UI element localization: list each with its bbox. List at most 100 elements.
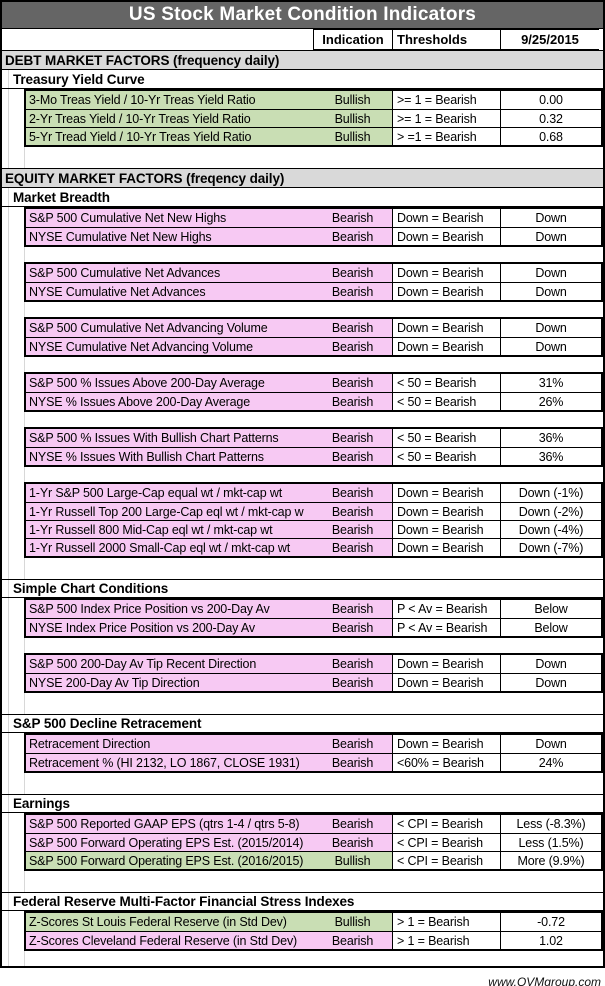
row-colored-area: S&P 500 % Issues Above 200-Day Average Be… (26, 374, 392, 392)
threshold-cell: >= 1 = Bearish (392, 91, 500, 109)
indication-cell: Bearish (331, 737, 374, 751)
threshold-cell: > =1 = Bearish (392, 128, 500, 145)
row-colored-area: S&P 500 Index Price Position vs 200-Day … (26, 600, 392, 618)
indicator-name-cell: S&P 500 Forward Operating EPS Est. (2016… (29, 853, 304, 868)
row-colored-area: NYSE Cumulative Net Advancing Volume Bear… (26, 338, 392, 355)
threshold-cell: Down = Bearish (392, 319, 500, 337)
threshold-cell: < 50 = Bearish (392, 393, 500, 410)
row-colored-area: 3-Mo Treas Yield / 10-Yr Treas Yield Rat… (26, 91, 392, 109)
indicator-name-cell: NYSE Cumulative Net Advances (29, 284, 206, 299)
table-row: Retracement % (HI 2132, LO 1867, CLOSE 1… (26, 753, 601, 771)
threshold-cell: <60% = Bearish (392, 754, 500, 771)
value-cell: 1.02 (500, 932, 601, 949)
indicator-name-cell: S&P 500 Cumulative Net Advances (29, 266, 221, 280)
table-row: S&P 500 200-Day Av Tip Recent Direction B… (26, 655, 601, 673)
indication-cell: Bearish (331, 376, 374, 390)
indicator-group: S&P 500 Cumulative Net Advances Bearish Do… (24, 262, 603, 302)
indicator-name-cell: 2-Yr Treas Yield / 10-Yr Treas Yield Rat… (29, 111, 251, 126)
subsection-header: Federal Reserve Multi-Factor Financial S… (2, 892, 603, 911)
value-cell: 24% (500, 754, 601, 771)
row-colored-area: Z-Scores Cleveland Federal Reserve (in S… (26, 932, 392, 949)
spacer-row (2, 871, 603, 892)
row-colored-area: S&P 500 Cumulative Net Advances Bearish (26, 264, 392, 282)
value-cell: Down (500, 655, 601, 673)
threshold-cell: Down = Bearish (392, 655, 500, 673)
row-colored-area: 1-Yr Russell 2000 Small-Cap eql wt / mkt… (26, 539, 392, 556)
row-colored-area: S&P 500 Reported GAAP EPS (qtrs 1-4 / qt… (26, 815, 392, 833)
value-cell: Down (500, 735, 601, 753)
column-header-thresholds: Thresholds (392, 29, 501, 50)
row-colored-area: S&P 500 Cumulative Net New Highs Bearish (26, 209, 392, 227)
indication-cell: Bearish (331, 449, 374, 464)
rows-host: DEBT MARKET FACTORS (frequency daily) Tre… (2, 50, 603, 966)
value-cell: Down (-4%) (500, 521, 601, 538)
indicator-name-cell: NYSE 200-Day Av Tip Direction (29, 675, 200, 690)
spacer-row (2, 951, 603, 966)
indicator-name-cell: S&P 500 200-Day Av Tip Recent Direction (29, 657, 257, 671)
table-row: S&P 500 Cumulative Net Advances Bearish Do… (26, 264, 601, 282)
indication-cell: Bearish (331, 339, 374, 354)
table-row: NYSE Cumulative Net Advances Bearish Down … (26, 282, 601, 300)
indicator-name-cell: Z-Scores Cleveland Federal Reserve (in S… (29, 933, 298, 948)
row-colored-area: 1-Yr S&P 500 Large-Cap equal wt / mkt-ca… (26, 484, 392, 502)
indication-cell: Bullish (334, 853, 371, 868)
indication-cell: Bullish (334, 915, 371, 929)
table-row: Z-Scores St Louis Federal Reserve (in St… (26, 913, 601, 931)
threshold-cell: Down = Bearish (392, 264, 500, 282)
row-colored-area: NYSE Index Price Position vs 200-Day Av B… (26, 619, 392, 636)
value-cell: Down (500, 264, 601, 282)
threshold-cell: < CPI = Bearish (392, 852, 500, 869)
threshold-cell: P < Av = Bearish (392, 600, 500, 618)
row-colored-area: 1-Yr Russell Top 200 Large-Cap eql wt / … (26, 503, 392, 520)
indicator-name-cell: NYSE % Issues Above 200-Day Average (29, 394, 251, 409)
indicator-group: Z-Scores St Louis Federal Reserve (in St… (24, 911, 603, 951)
table-row: 5-Yr Tread Yield / 10-Yr Treas Yield Rat… (26, 127, 601, 145)
value-cell: Down (-1%) (500, 484, 601, 502)
website-watermark: www.QVMgroup.com (488, 975, 601, 986)
threshold-cell: Down = Bearish (392, 521, 500, 538)
table-row: 1-Yr Russell 2000 Small-Cap eql wt / mkt… (26, 538, 601, 556)
threshold-cell: Down = Bearish (392, 228, 500, 245)
subsection-header: Earnings (2, 794, 603, 813)
value-cell: Down (-7%) (500, 539, 601, 556)
spacer-row (2, 302, 603, 317)
table-row: S&P 500 Cumulative Net New Highs Bearish D… (26, 209, 601, 227)
indicator-group: S&P 500 Reported GAAP EPS (qtrs 1-4 / qt… (24, 813, 603, 871)
threshold-cell: P < Av = Bearish (392, 619, 500, 636)
indication-cell: Bearish (331, 394, 374, 409)
table-row: 1-Yr S&P 500 Large-Cap equal wt / mkt-ca… (26, 484, 601, 502)
column-header-indication: Indication (313, 29, 393, 50)
page-title: US Stock Market Condition Indicators (2, 2, 603, 29)
table-row: S&P 500 % Issues Above 200-Day Average Be… (26, 374, 601, 392)
indication-cell: Bearish (331, 675, 374, 690)
threshold-cell: Down = Bearish (392, 735, 500, 753)
row-colored-area: NYSE 200-Day Av Tip Direction Bearish (26, 674, 392, 691)
indication-cell: Bearish (331, 211, 374, 225)
table-row: 2-Yr Treas Yield / 10-Yr Treas Yield Rat… (26, 109, 601, 127)
table-row: S&P 500 % Issues With Bullish Chart Patt… (26, 429, 601, 447)
indication-cell: Bearish (331, 620, 374, 635)
threshold-cell: Down = Bearish (392, 209, 500, 227)
value-cell: 0.00 (500, 91, 601, 109)
subsection-header: Market Breadth (2, 188, 603, 207)
table-row: NYSE % Issues With Bullish Chart Pattern… (26, 447, 601, 465)
subsection-header: Treasury Yield Curve (2, 70, 603, 89)
indicator-group: 3-Mo Treas Yield / 10-Yr Treas Yield Rat… (24, 89, 603, 147)
row-colored-area: Z-Scores St Louis Federal Reserve (in St… (26, 913, 392, 931)
indication-cell: Bearish (331, 657, 374, 671)
column-header-date: 9/25/2015 (500, 29, 599, 50)
indication-cell: Bearish (331, 284, 374, 299)
value-cell: 0.68 (500, 128, 601, 145)
row-colored-area: NYSE Cumulative Net New Highs Bearish (26, 228, 392, 245)
indicator-name-cell: S&P 500 Reported GAAP EPS (qtrs 1-4 / qt… (29, 817, 300, 831)
indication-cell: Bearish (331, 602, 374, 616)
threshold-cell: < 50 = Bearish (392, 448, 500, 465)
indication-cell: Bearish (331, 431, 374, 445)
indication-cell: Bearish (331, 266, 374, 280)
threshold-cell: > 1 = Bearish (392, 932, 500, 949)
value-cell: Less (1.5%) (500, 834, 601, 851)
indicator-name-cell: 1-Yr Russell Top 200 Large-Cap eql wt / … (29, 504, 304, 519)
spacer-row (2, 773, 603, 794)
indicator-group: S&P 500 200-Day Av Tip Recent Direction B… (24, 653, 603, 693)
